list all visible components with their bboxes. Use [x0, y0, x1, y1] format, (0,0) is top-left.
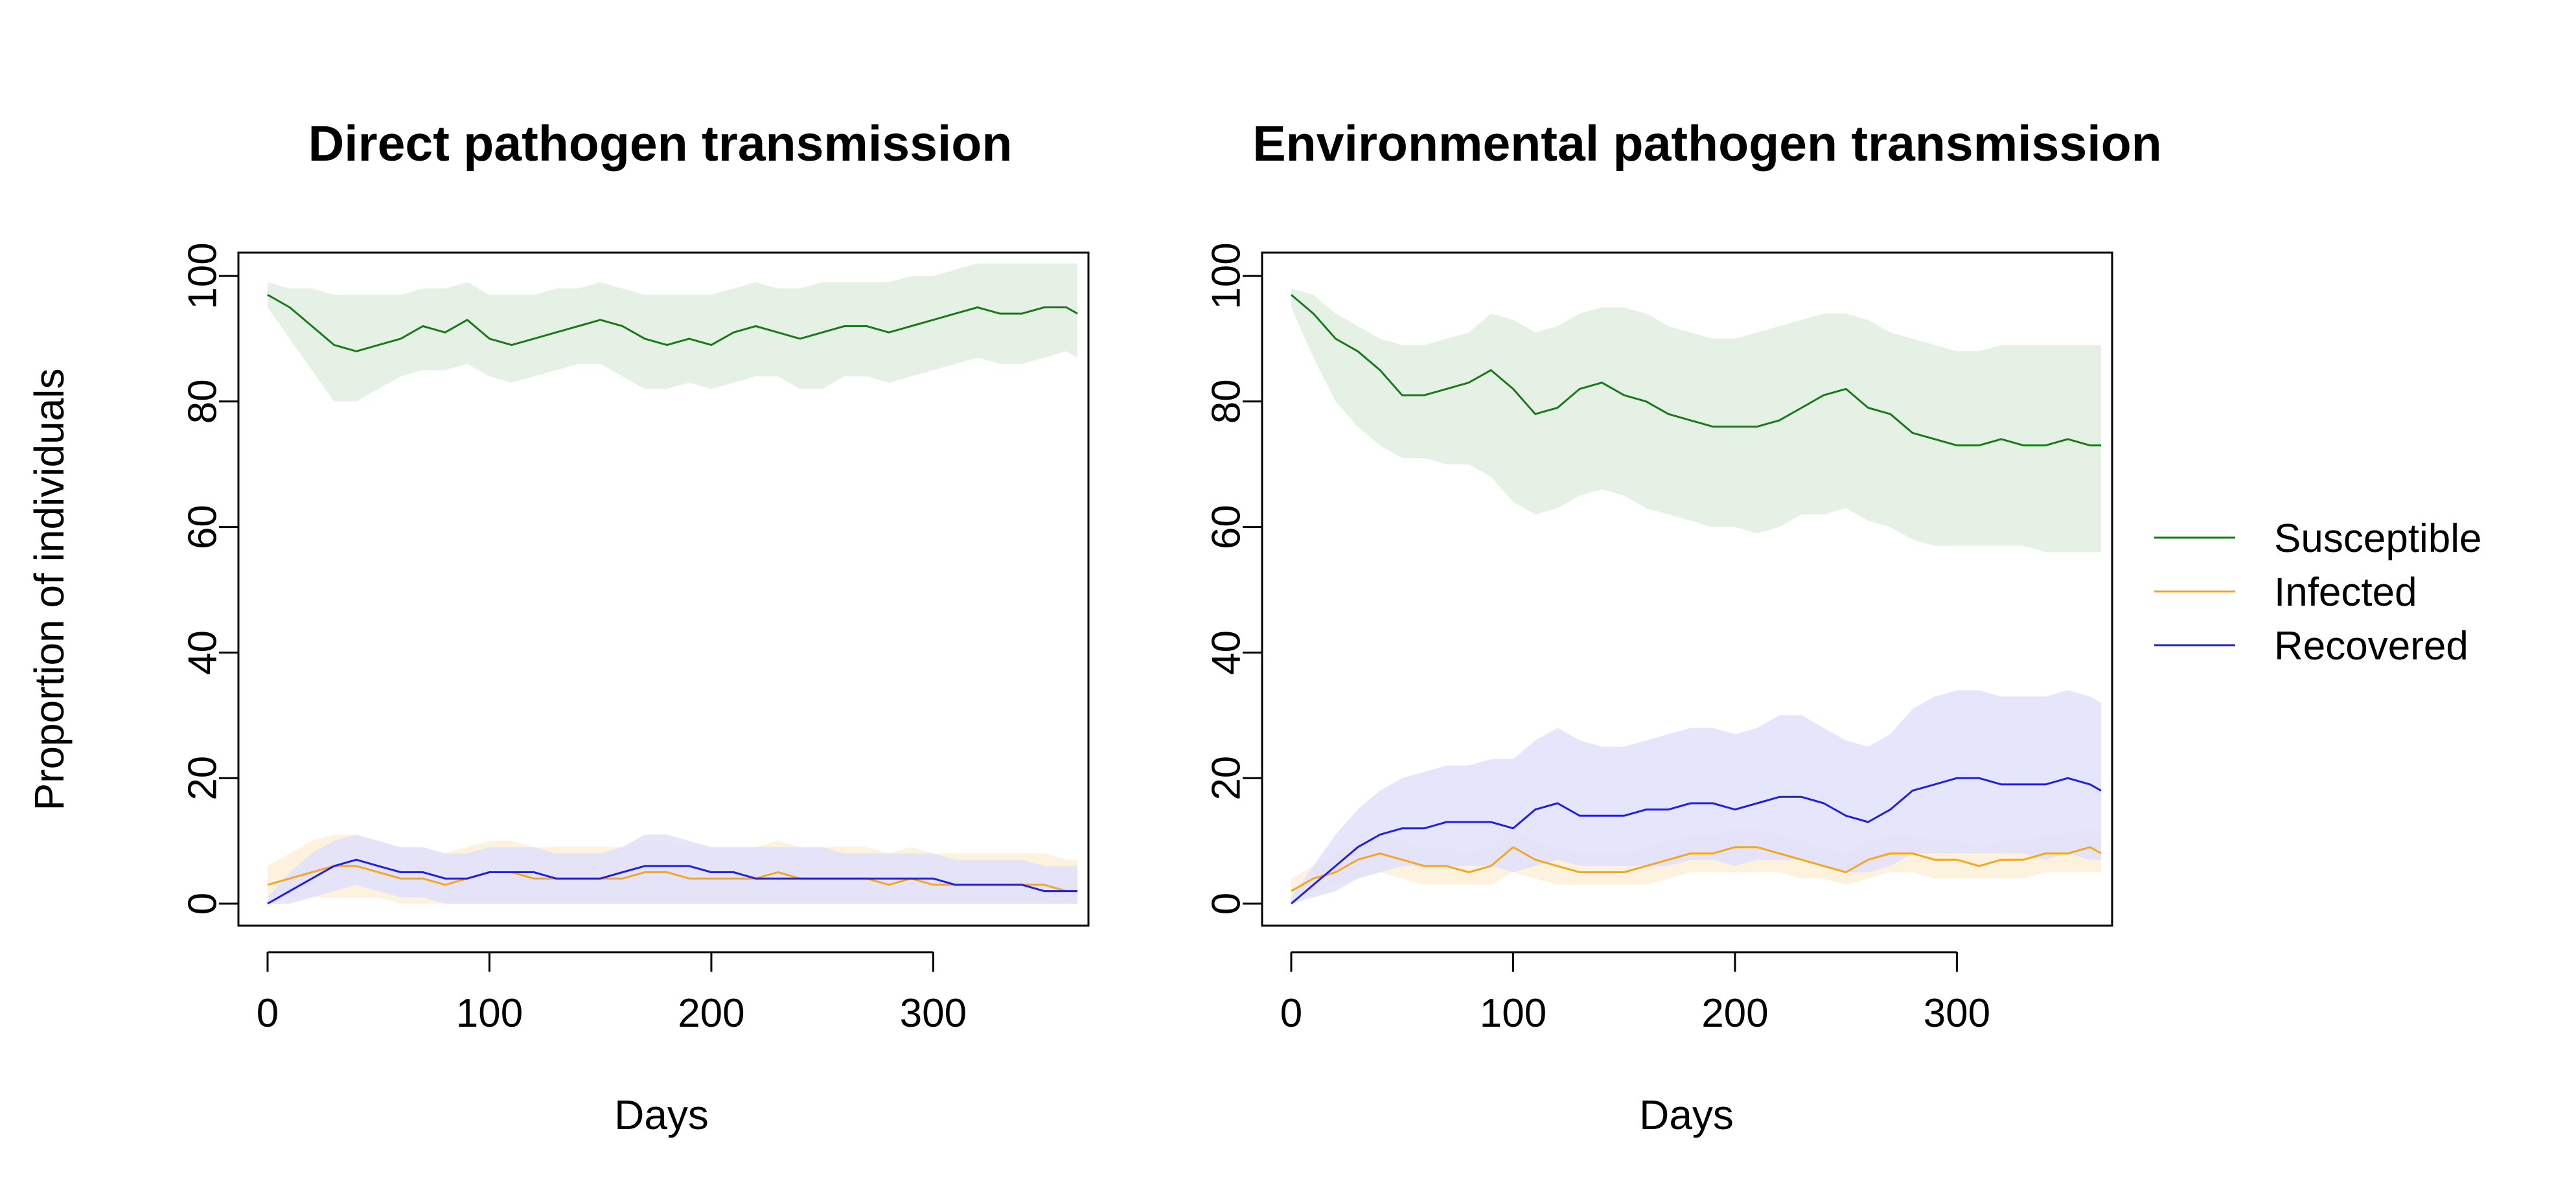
series-lines: [1291, 293, 2102, 905]
x-tick-label: 300: [900, 991, 967, 1036]
x-axis-label: Days: [1639, 1091, 1734, 1138]
x-axis-label: Days: [614, 1091, 709, 1138]
x-tick-label: 300: [1924, 991, 1990, 1036]
x-tick-label: 0: [257, 991, 279, 1036]
y-tick-label: 80: [1204, 379, 1249, 424]
panel-direct: Direct pathogen transmission Proportion …: [26, 116, 1090, 1138]
band-susceptible: [1291, 288, 2101, 553]
confidence-bands: [268, 263, 1077, 904]
x-tick-label: 100: [1480, 991, 1547, 1036]
confidence-bands: [1291, 288, 2101, 904]
y-tick-label: 40: [181, 630, 225, 675]
band-susceptible: [268, 263, 1077, 402]
series-line-recovered: [1291, 777, 2102, 905]
legend-label-susceptible: Susceptible: [2274, 516, 2482, 561]
band-recovered: [1291, 690, 2101, 904]
series-line-recovered: [267, 858, 1077, 905]
panel-environmental: Environmental pathogen transmission Days…: [1204, 116, 2162, 1138]
x-tick-label: 100: [456, 991, 523, 1036]
legend-label-infected: Infected: [2274, 570, 2417, 615]
x-tick-label: 200: [678, 991, 744, 1036]
series-line-susceptible: [267, 293, 1078, 352]
y-tick-label: 0: [181, 893, 225, 915]
y-tick-label: 100: [181, 242, 225, 309]
ticks: 0 100 200 300 0 20 40 60 80 100: [1204, 242, 1991, 1036]
band-recovered: [268, 834, 1077, 904]
y-tick-label: 20: [1204, 756, 1249, 801]
plot-frame: [237, 251, 1090, 927]
series-line-infected: [267, 865, 1077, 893]
y-tick-label: 100: [1204, 242, 1249, 309]
y-tick-label: 0: [1204, 893, 1249, 915]
x-tick-label: 200: [1701, 991, 1768, 1036]
series-line-infected: [1291, 846, 2102, 892]
panel-title: Direct pathogen transmission: [308, 116, 1013, 172]
x-tick-label: 0: [1280, 991, 1302, 1036]
y-tick-label: 60: [181, 505, 225, 549]
panel-title: Environmental pathogen transmission: [1252, 116, 2161, 172]
y-axis-label: Proportion of individuals: [26, 368, 73, 810]
series-line-susceptible: [1291, 293, 2101, 447]
plot-frame: [1261, 251, 2113, 927]
y-tick-label: 40: [1204, 630, 1249, 675]
y-tick-label: 60: [1204, 505, 1249, 549]
y-tick-label: 80: [181, 379, 225, 424]
y-tick-label: 20: [181, 756, 225, 801]
series-lines: [267, 293, 1078, 905]
legend-label-recovered: Recovered: [2274, 624, 2468, 668]
legend: Susceptible Infected Recovered: [2154, 516, 2482, 668]
